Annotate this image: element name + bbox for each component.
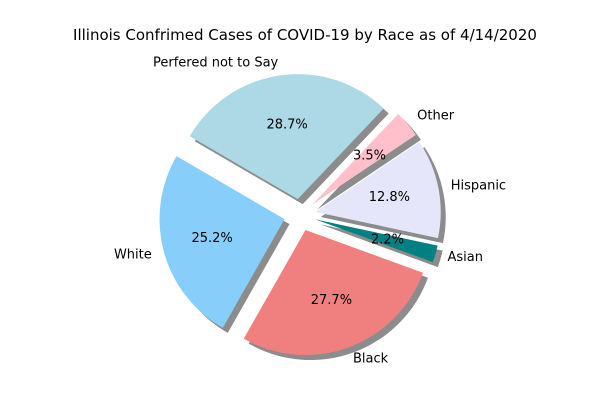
slice-white — [159, 156, 285, 328]
pct-label-asian: 2.2% — [371, 233, 404, 248]
slice-black — [243, 230, 423, 356]
pct-label-hispanic: 12.8% — [369, 190, 410, 205]
pct-label-other: 3.5% — [353, 149, 386, 164]
chart-title: Illinois Confrimed Cases of COVID-19 by … — [73, 26, 537, 44]
slice-wedges — [159, 74, 441, 356]
slice-label-other: Other — [417, 108, 455, 123]
slice-perfered-not-to-say — [189, 74, 384, 200]
slice-hispanic — [315, 142, 441, 239]
slice-labels: 2.2% Asian 12.8% Hispanic 3.5% Other 28.7% Perf… — [114, 56, 506, 367]
pct-label-white: 25.2% — [191, 231, 232, 246]
slice-label-white: White — [114, 247, 152, 262]
slice-label-hispanic: Hispanic — [451, 178, 506, 193]
slice-other — [312, 113, 416, 205]
pct-label-black: 27.7% — [311, 293, 352, 308]
slice-label-perfered-not-to-say: Perfered not to Say — [153, 56, 279, 71]
pct-label-perfered-not-to-say: 28.7% — [266, 117, 307, 132]
slice-label-asian: Asian — [448, 250, 483, 265]
slice-asian — [315, 219, 438, 263]
slice-shadow-asian — [320, 224, 443, 268]
slice-label-black: Black — [353, 352, 389, 367]
